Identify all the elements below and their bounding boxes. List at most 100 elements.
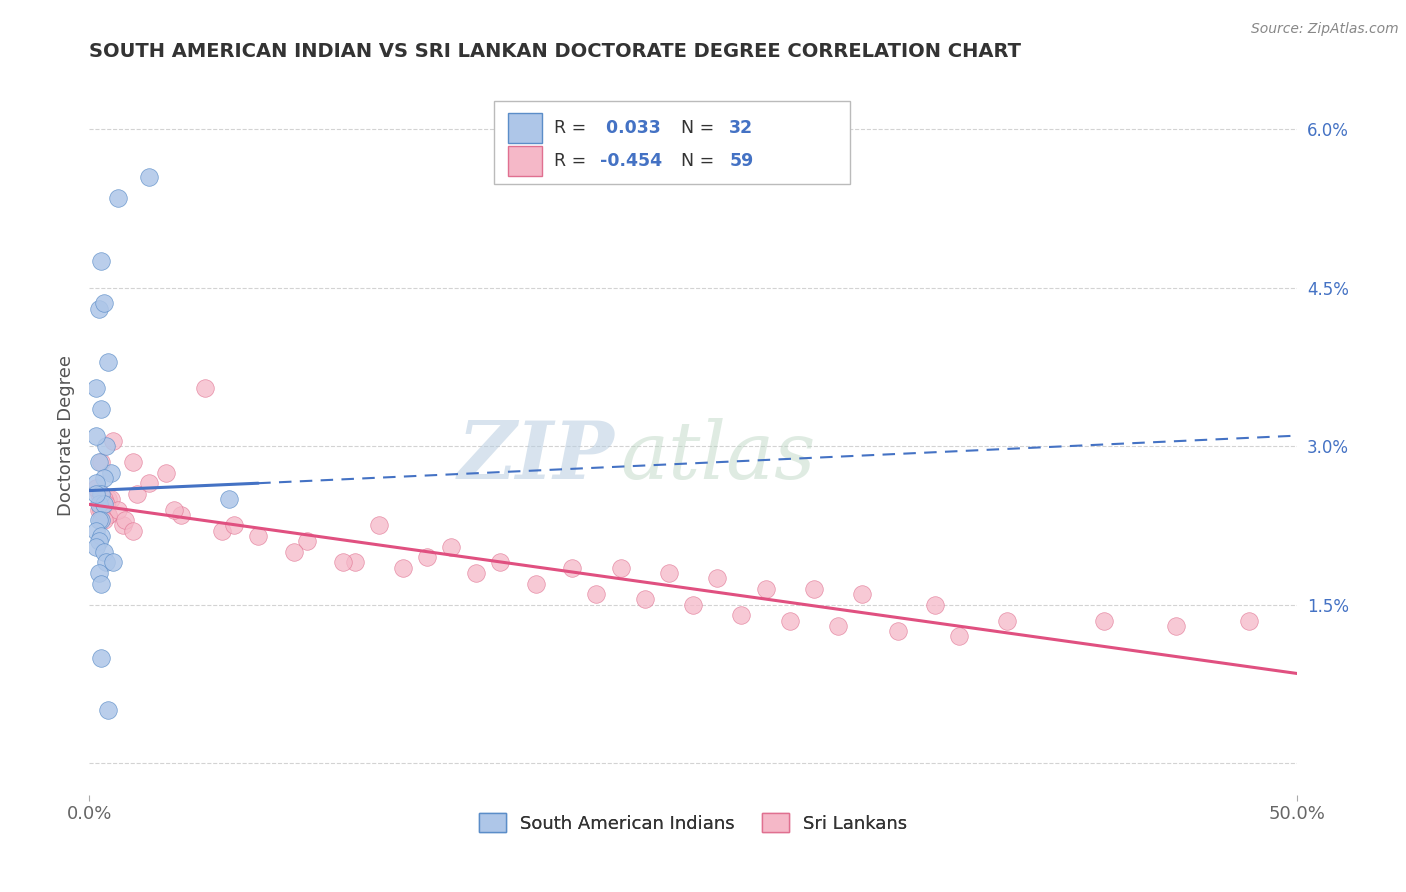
Point — [754, 582, 776, 596]
Point — [585, 587, 607, 601]
Point — [155, 466, 177, 480]
Point — [90, 455, 112, 469]
Point — [87, 487, 110, 501]
Point — [87, 534, 110, 549]
Point — [887, 624, 910, 639]
Point — [634, 592, 657, 607]
Point — [93, 513, 115, 527]
Point — [1166, 619, 1188, 633]
Point — [283, 545, 305, 559]
Point — [86, 476, 108, 491]
Point — [87, 566, 110, 580]
Point — [103, 556, 125, 570]
Point — [97, 491, 120, 506]
Bar — [508, 145, 543, 176]
Point — [609, 561, 631, 575]
Point — [86, 381, 108, 395]
Point — [488, 556, 510, 570]
Point — [87, 455, 110, 469]
Point — [218, 491, 240, 506]
Point — [90, 487, 112, 501]
Text: 32: 32 — [730, 119, 754, 136]
Text: 59: 59 — [730, 152, 754, 169]
Point — [86, 487, 108, 501]
Point — [138, 169, 160, 184]
Point — [138, 476, 160, 491]
Point — [93, 545, 115, 559]
Point — [827, 619, 849, 633]
Point — [97, 354, 120, 368]
Point — [416, 550, 439, 565]
Legend: South American Indians, Sri Lankans: South American Indians, Sri Lankans — [471, 806, 915, 840]
Point — [100, 491, 122, 506]
Text: N =: N = — [681, 152, 720, 169]
Point — [93, 497, 115, 511]
Point — [1237, 614, 1260, 628]
Point — [94, 497, 117, 511]
Point — [86, 428, 108, 442]
Point — [948, 630, 970, 644]
Y-axis label: Doctorate Degree: Doctorate Degree — [58, 355, 75, 516]
Point — [170, 508, 193, 522]
Point — [682, 598, 704, 612]
Point — [111, 518, 134, 533]
Point — [924, 598, 946, 612]
Point — [87, 502, 110, 516]
Point — [90, 529, 112, 543]
Point — [1092, 614, 1115, 628]
Text: SOUTH AMERICAN INDIAN VS SRI LANKAN DOCTORATE DEGREE CORRELATION CHART: SOUTH AMERICAN INDIAN VS SRI LANKAN DOCT… — [89, 42, 1021, 61]
Point — [97, 508, 120, 522]
Point — [97, 704, 120, 718]
FancyBboxPatch shape — [494, 102, 851, 184]
Point — [658, 566, 681, 580]
Text: R =: R = — [554, 152, 592, 169]
Point — [995, 614, 1018, 628]
Text: ZIP: ZIP — [458, 418, 614, 496]
Point — [107, 191, 129, 205]
Point — [90, 650, 112, 665]
Point — [93, 296, 115, 310]
Text: 0.033: 0.033 — [600, 119, 661, 136]
Point — [100, 466, 122, 480]
Text: -0.454: -0.454 — [600, 152, 662, 169]
Point — [162, 502, 184, 516]
Point — [121, 524, 143, 538]
Point — [90, 487, 112, 501]
Point — [464, 566, 486, 580]
Point — [803, 582, 825, 596]
Point — [222, 518, 245, 533]
Point — [332, 556, 354, 570]
Point — [86, 482, 108, 496]
Point — [392, 561, 415, 575]
Point — [103, 434, 125, 448]
Point — [121, 455, 143, 469]
Point — [94, 556, 117, 570]
Point — [851, 587, 873, 601]
Point — [343, 556, 366, 570]
Point — [194, 381, 217, 395]
Point — [127, 487, 149, 501]
Text: N =: N = — [681, 119, 720, 136]
Text: R =: R = — [554, 119, 592, 136]
Point — [561, 561, 583, 575]
Point — [87, 513, 110, 527]
Point — [90, 502, 112, 516]
Point — [90, 402, 112, 417]
Text: atlas: atlas — [620, 418, 815, 496]
Point — [440, 540, 463, 554]
Point — [211, 524, 233, 538]
Point — [97, 508, 120, 522]
Bar — [508, 112, 543, 143]
Point — [94, 439, 117, 453]
Point — [86, 540, 108, 554]
Point — [93, 491, 115, 506]
Point — [93, 471, 115, 485]
Text: Source: ZipAtlas.com: Source: ZipAtlas.com — [1251, 22, 1399, 37]
Point — [368, 518, 391, 533]
Point — [87, 497, 110, 511]
Point — [114, 513, 136, 527]
Point — [90, 576, 112, 591]
Point — [730, 608, 752, 623]
Point — [107, 502, 129, 516]
Point — [90, 254, 112, 268]
